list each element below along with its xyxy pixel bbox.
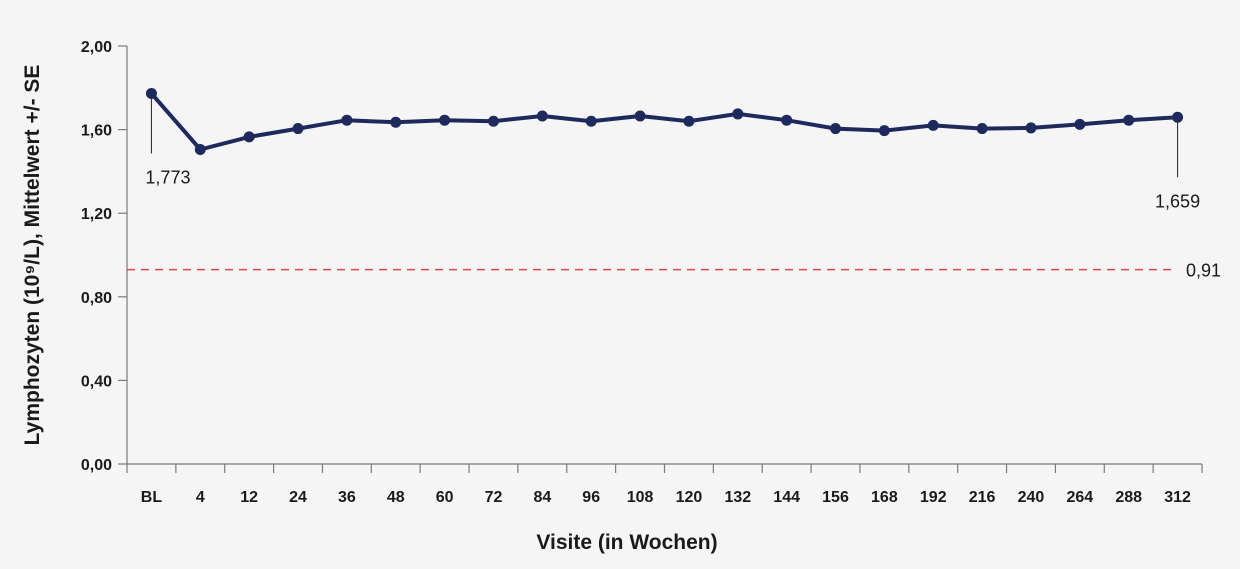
- x-tick-label: 12: [240, 489, 258, 506]
- x-tick-label: 192: [920, 489, 947, 506]
- y-tick-label: 0,40: [81, 373, 112, 390]
- x-tick-label: 264: [1066, 489, 1093, 506]
- data-point: [634, 110, 646, 122]
- x-axis-title: Visite (in Wochen): [536, 531, 717, 554]
- data-point: [1172, 111, 1184, 123]
- x-tick-label: 4: [196, 489, 205, 506]
- reference-line-group: 0,91: [127, 261, 1221, 281]
- x-axis: BL 4 12 24 36 48 60 72 84 96 108 120 132 144 156 168 192…: [126, 463, 1203, 506]
- annotation-label: 1,659: [1155, 191, 1200, 211]
- series-group: [145, 87, 1184, 155]
- data-point: [194, 143, 206, 155]
- x-tick-label: 216: [969, 489, 996, 506]
- reference-line-label: 0,91: [1186, 261, 1221, 281]
- data-point: [243, 131, 255, 143]
- x-tick-label: 108: [627, 489, 654, 506]
- data-point: [439, 114, 451, 126]
- annotation-group: 1,773 1,659: [145, 98, 1200, 211]
- x-tick-label: 240: [1018, 489, 1045, 506]
- data-point: [878, 125, 890, 137]
- x-tick-label: 168: [871, 489, 898, 506]
- data-point: [830, 123, 842, 135]
- x-tick-label: 144: [773, 489, 800, 506]
- data-point: [341, 114, 353, 126]
- data-point: [732, 108, 744, 120]
- y-tick-label: 0,80: [81, 290, 112, 307]
- x-tick-label: 288: [1115, 489, 1142, 506]
- y-tick-label: 1,20: [81, 206, 112, 223]
- data-point: [487, 115, 499, 127]
- x-tick-label: 156: [822, 489, 849, 506]
- x-tick-label: 36: [338, 489, 356, 506]
- x-tick-label: 24: [289, 489, 307, 506]
- data-point: [292, 123, 304, 135]
- data-point: [927, 119, 939, 131]
- x-tick-label: 48: [387, 489, 405, 506]
- annotation-label: 1,773: [145, 167, 190, 187]
- x-tick-label: 120: [676, 489, 703, 506]
- data-point: [683, 115, 695, 127]
- data-point: [1123, 114, 1135, 126]
- series-line: [149, 91, 1180, 152]
- y-tick-label: 0,00: [81, 457, 112, 474]
- x-tick-label: BL: [141, 489, 163, 506]
- x-tick-label: 96: [582, 489, 600, 506]
- x-tick-label: 84: [533, 489, 551, 506]
- x-tick-label: 132: [724, 489, 751, 506]
- data-point: [390, 116, 402, 128]
- y-tick-label: 1,60: [81, 123, 112, 140]
- data-point: [1025, 122, 1037, 134]
- x-tick-label: 312: [1164, 489, 1191, 506]
- y-tick-label: 2,00: [81, 39, 112, 56]
- data-point: [976, 123, 988, 135]
- y-axis-title: Lymphozyten (10⁹/L), Mittelwert +/- SE: [21, 65, 44, 446]
- y-axis: 0,00 0,40 0,80 1,20 1,60 2,00: [81, 39, 128, 474]
- x-tick-label: 60: [436, 489, 454, 506]
- data-point: [1074, 118, 1086, 130]
- data-point: [145, 87, 157, 99]
- data-point: [781, 114, 793, 126]
- x-tick-label: 72: [485, 489, 503, 506]
- data-point: [536, 110, 548, 122]
- data-point: [585, 115, 597, 127]
